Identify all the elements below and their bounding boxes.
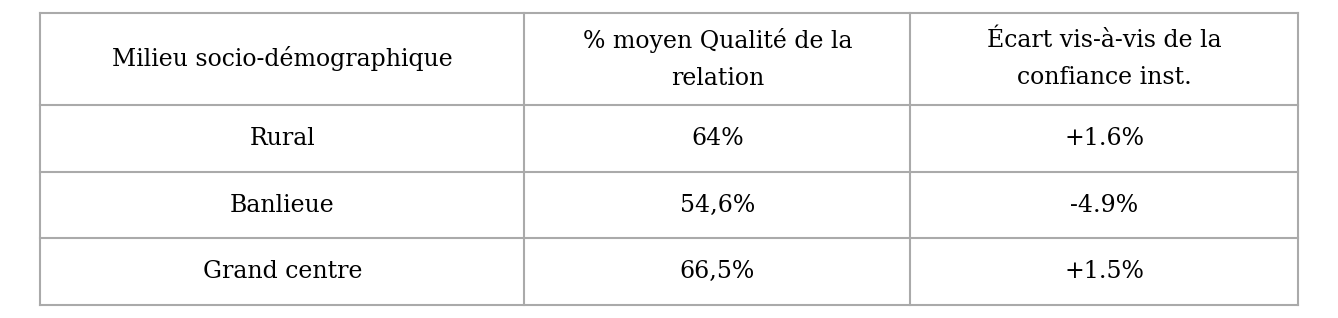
Text: +1.5%: +1.5% — [1064, 260, 1144, 283]
Bar — [524, 13, 910, 105]
Bar — [910, 105, 1298, 172]
Bar — [524, 105, 910, 172]
Text: Rural: Rural — [249, 127, 316, 150]
Bar — [910, 13, 1298, 105]
Text: 64%: 64% — [692, 127, 744, 150]
Bar — [40, 238, 524, 305]
Bar — [40, 105, 524, 172]
Bar — [524, 172, 910, 238]
Text: -4.9%: -4.9% — [1070, 194, 1139, 217]
Bar — [40, 172, 524, 238]
Text: 54,6%: 54,6% — [680, 194, 755, 217]
Text: Grand centre: Grand centre — [202, 260, 363, 283]
Text: Milieu socio-démographique: Milieu socio-démographique — [112, 46, 452, 71]
Bar — [910, 238, 1298, 305]
Text: % moyen Qualité de la
relation: % moyen Qualité de la relation — [582, 28, 852, 90]
Text: +1.6%: +1.6% — [1064, 127, 1144, 150]
Bar — [40, 13, 524, 105]
Text: Banlieue: Banlieue — [230, 194, 334, 217]
Text: 66,5%: 66,5% — [680, 260, 755, 283]
Text: Écart vis-à-vis de la
confiance inst.: Écart vis-à-vis de la confiance inst. — [987, 29, 1222, 89]
Bar — [524, 238, 910, 305]
Bar — [910, 172, 1298, 238]
